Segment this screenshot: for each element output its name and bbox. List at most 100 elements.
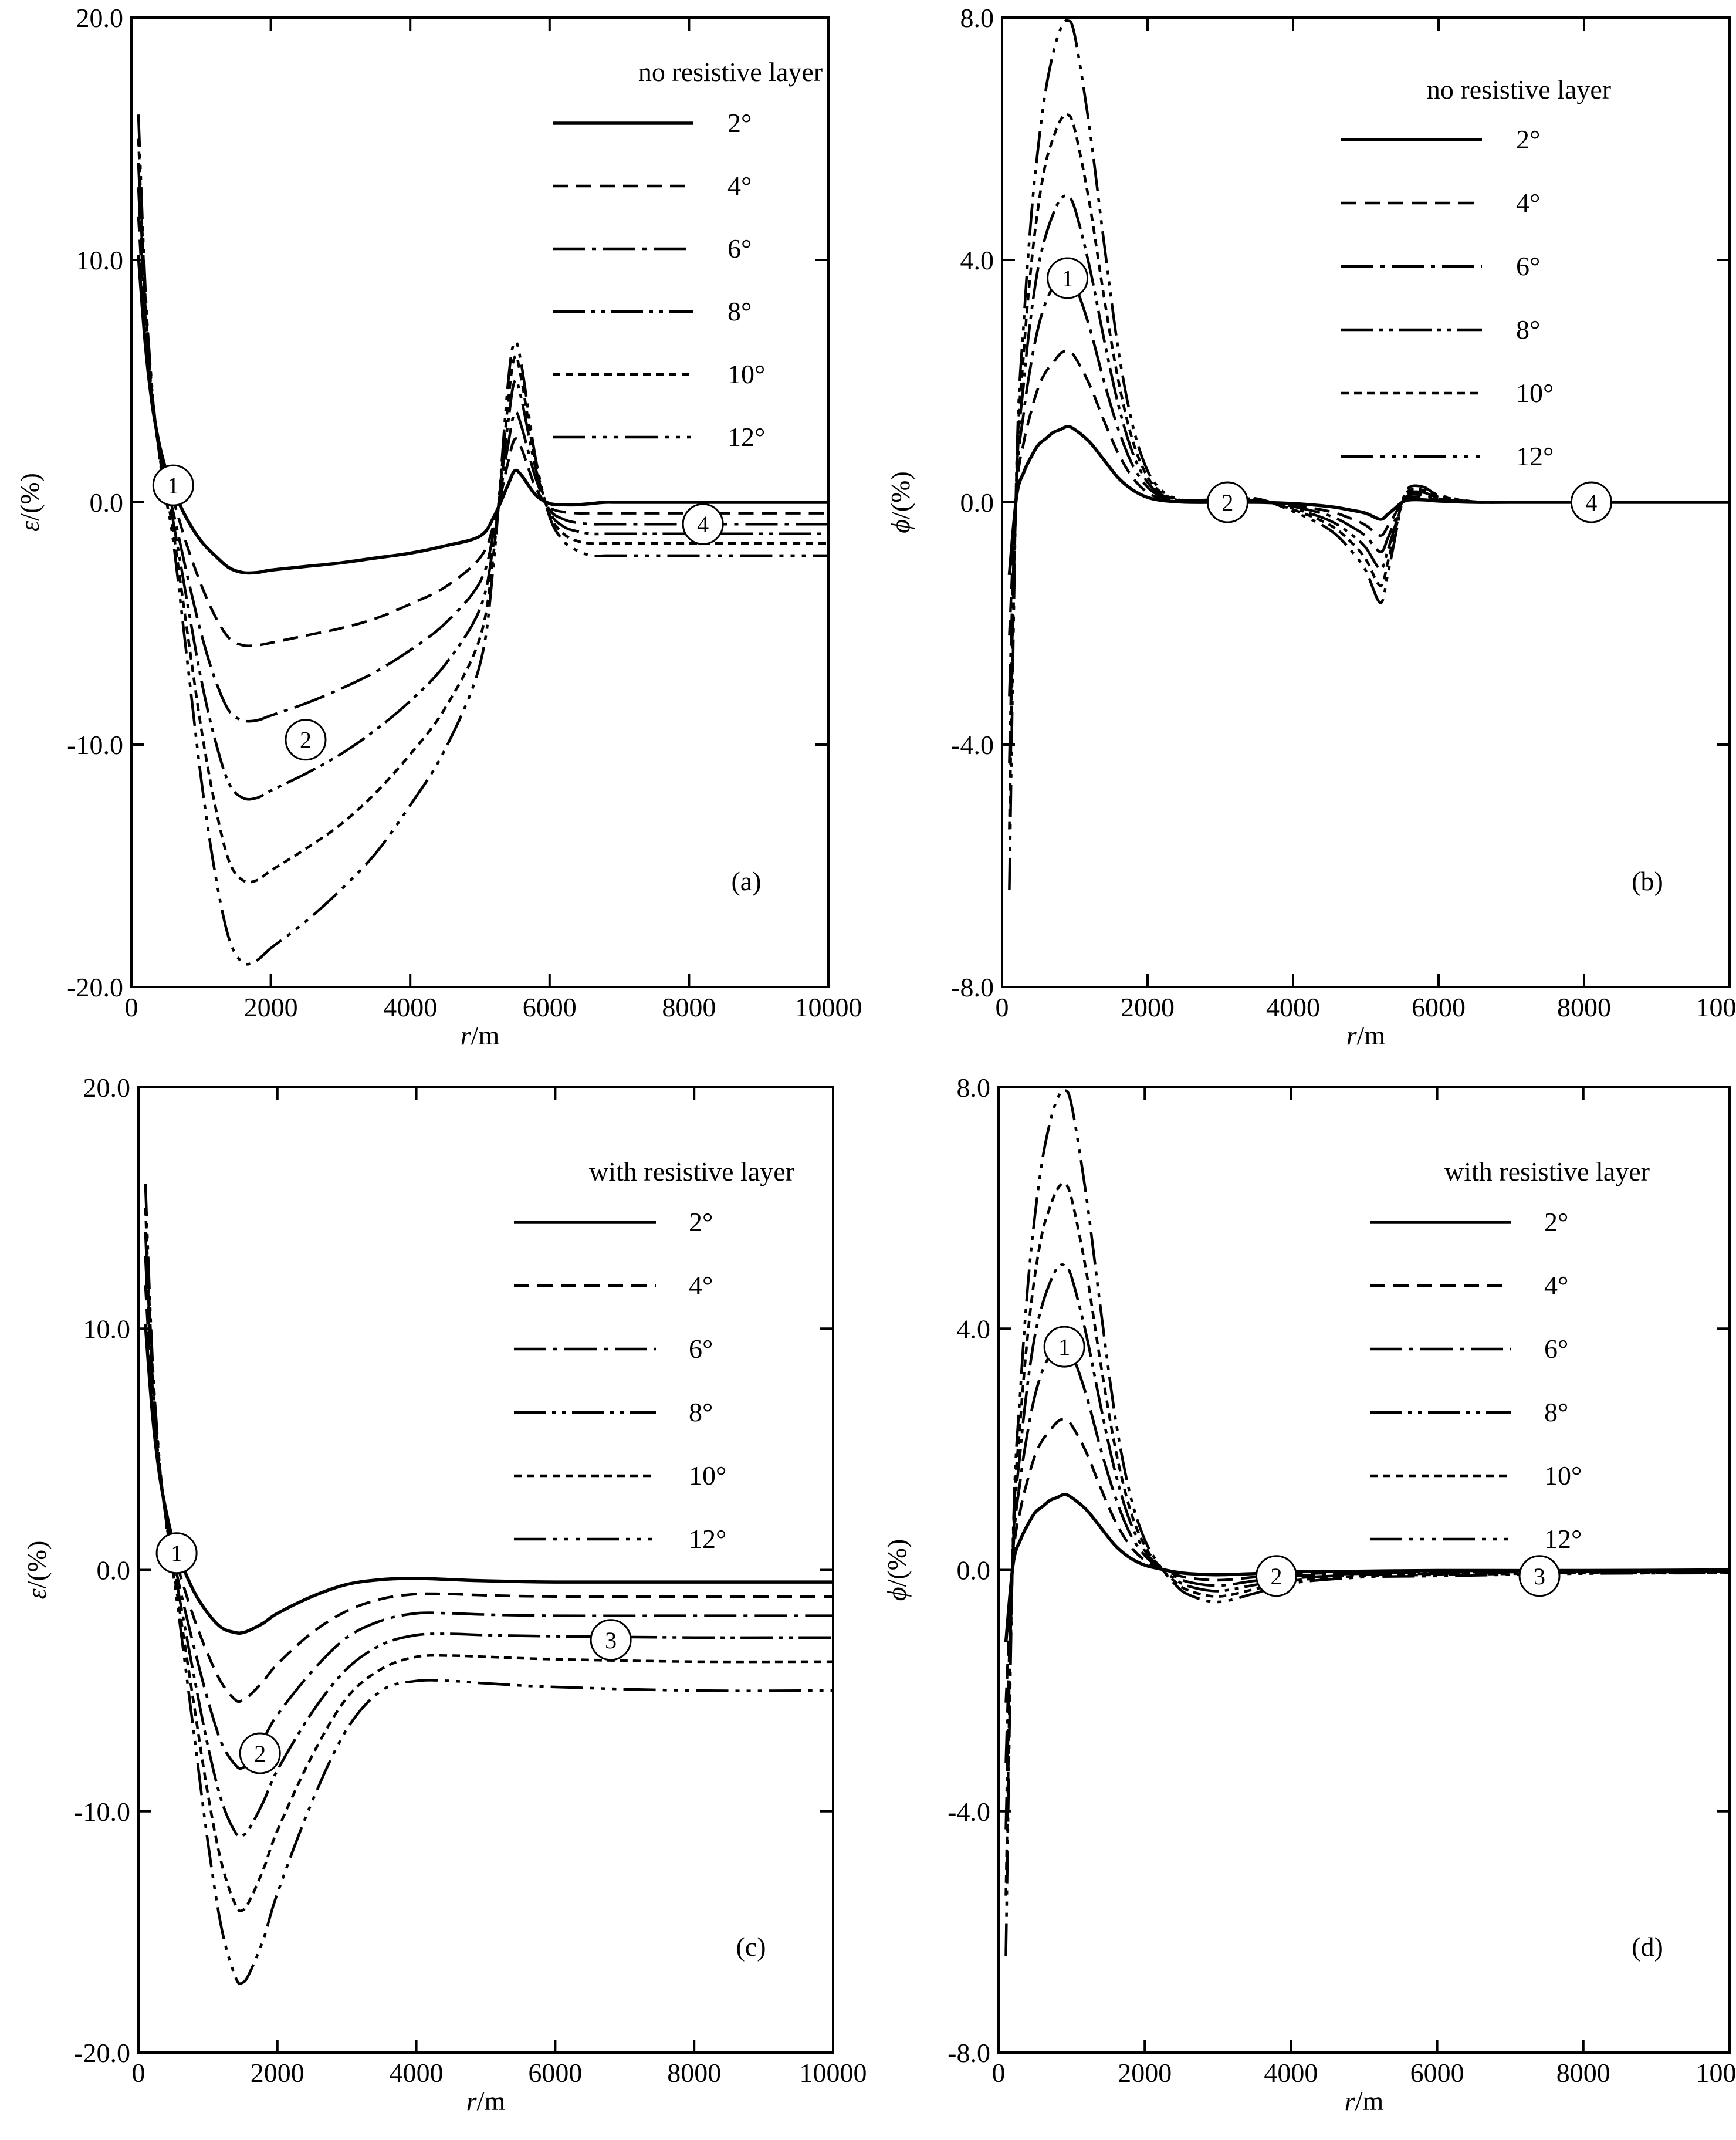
panel-a: 0 2000 4000 6000 8000 10000 -20.0 -10.0 0.0 10.0 2… [15, 3, 862, 1050]
x-tick-label: 4000 [383, 992, 437, 1022]
legend-label: 2° [689, 1207, 713, 1237]
x-tick-label: 0 [996, 992, 1009, 1022]
panel-label: (a) [731, 866, 761, 896]
x-tick-label: 10000 [800, 2058, 867, 2088]
legend-label: 2° [727, 108, 752, 138]
curve-marker-circle [1518, 1555, 1561, 1597]
series-line-5 [1004, 1088, 1730, 1956]
y-tick-label: -20.0 [67, 972, 123, 1002]
y-tick-label: 8.0 [960, 3, 994, 33]
x-tick-label: 4000 [1264, 2058, 1318, 2088]
y-tick-label: 0.0 [90, 488, 124, 518]
legend-label: 6° [727, 234, 752, 263]
curve-marker-circle [1047, 257, 1089, 299]
y-tick-label: -10.0 [74, 1797, 130, 1827]
panel-label: (d) [1632, 1932, 1663, 1962]
x-tick-label: 6000 [523, 992, 577, 1022]
panel-d: 0 2000 4000 6000 8000 10000 -8.0 -4.0 0.0 4.0 8.0 r… [882, 1073, 1736, 2116]
curve-marker-label: 2 [254, 1740, 266, 1767]
x-tick-label: 10000 [795, 992, 862, 1022]
series-line-5 [137, 114, 828, 966]
legend-label: 2° [1516, 124, 1540, 154]
series-line-3 [1004, 1263, 1730, 1830]
x-tick-label: 2000 [251, 2058, 304, 2088]
curve-marker-label: 2 [1270, 1563, 1282, 1590]
series-line-1 [144, 1285, 833, 1703]
legend-title: with resistive layer [1444, 1157, 1650, 1186]
y-tick-label: 0.0 [97, 1556, 131, 1585]
legend-label: 10° [689, 1461, 726, 1490]
curve-marker-label: 3 [605, 1627, 617, 1654]
x-tick-label: 8000 [667, 2058, 721, 2088]
x-tick-label: 8000 [662, 992, 716, 1022]
curve-marker-circle [152, 464, 194, 506]
x-axis-label: r/m [1346, 1020, 1386, 1050]
curve-marker-label: 4 [697, 511, 709, 537]
x-axis-label: r/m [461, 1020, 500, 1050]
curve-marker-label: 1 [167, 472, 179, 499]
curve-marker-circle [155, 1532, 198, 1574]
series-line-4 [1008, 113, 1730, 830]
y-tick-label: -4.0 [947, 1797, 990, 1827]
x-tick-label: 4000 [390, 2058, 444, 2088]
plot-frame [137, 1086, 834, 2054]
curve-marker-label: 1 [171, 1540, 182, 1567]
legend-label: 6° [1544, 1334, 1568, 1364]
x-tick-label: 0 [992, 2058, 1006, 2088]
legend-label: 12° [689, 1524, 726, 1554]
series-line-1 [137, 216, 828, 648]
legend-title: no resistive layer [1427, 75, 1611, 104]
series-line-0 [144, 1323, 833, 1635]
curve-marker-circle [682, 503, 724, 545]
legend-title: no resistive layer [638, 57, 823, 87]
series-line-3 [137, 163, 828, 801]
y-tick-label: -10.0 [67, 730, 123, 760]
curve-marker-circle [1043, 1326, 1085, 1368]
y-tick-label: 10.0 [83, 1314, 131, 1344]
y-tick-label: 4.0 [957, 1314, 991, 1344]
legend: no resistive layer 2° 4° 6° 8° 10° 12° [553, 57, 823, 452]
legend-label: 10° [1516, 378, 1554, 408]
x-tick-label: 2000 [1118, 2058, 1172, 2088]
y-tick-label: 20.0 [83, 1073, 131, 1103]
y-tick-label: -8.0 [951, 972, 994, 1002]
legend-label: 4° [689, 1270, 713, 1300]
series-group [144, 1184, 833, 1986]
series-line-2 [137, 187, 828, 723]
y-tick-label: 20.0 [76, 3, 124, 33]
y-axis-label: ε/(%) [15, 473, 45, 532]
y-tick-label: 0.0 [960, 488, 994, 518]
series-line-3 [144, 1232, 833, 1838]
legend-label: 12° [727, 422, 765, 452]
y-tick-label: -8.0 [947, 2038, 990, 2068]
legend-label: 2° [1544, 1207, 1568, 1237]
x-tick-label: 6000 [1412, 992, 1466, 1022]
legend-label: 6° [1516, 251, 1540, 281]
x-tick-label: 8000 [1557, 992, 1611, 1022]
x-axis-label: r/m [1345, 2086, 1384, 2116]
panel-label: (c) [736, 1932, 766, 1962]
curve-marker-circle [1570, 481, 1612, 523]
x-tick-label: 2000 [244, 992, 298, 1022]
series-line-2 [1008, 273, 1730, 697]
x-tick-label: 8000 [1556, 2058, 1610, 2088]
x-tick-label: 6000 [1410, 2058, 1464, 2088]
y-tick-label: 0.0 [957, 1556, 991, 1585]
series-group [1004, 1088, 1730, 1956]
y-tick-label: -20.0 [74, 2038, 130, 2068]
y-axis-label: ϕ/(%) [882, 1539, 912, 1601]
series-line-2 [1004, 1342, 1730, 1763]
legend-label: 10° [1544, 1461, 1582, 1490]
legend-label: 10° [727, 359, 765, 389]
y-axis-label: ε/(%) [22, 1541, 52, 1600]
legend-label: 6° [689, 1334, 713, 1364]
x-tick-label: 10000 [1696, 2058, 1736, 2088]
legend: with resistive layer 2° 4° 6° 8° 10° 12° [514, 1157, 794, 1554]
curve-marker-label: 1 [1058, 1334, 1070, 1360]
legend-label: 8° [1544, 1397, 1568, 1427]
y-tick-label: 10.0 [76, 245, 124, 275]
series-line-4 [1004, 1182, 1730, 1896]
curve-marker-label: 2 [1221, 489, 1233, 516]
legend-title: with resistive layer [589, 1157, 794, 1186]
x-tick-label: 10000 [1696, 992, 1736, 1022]
